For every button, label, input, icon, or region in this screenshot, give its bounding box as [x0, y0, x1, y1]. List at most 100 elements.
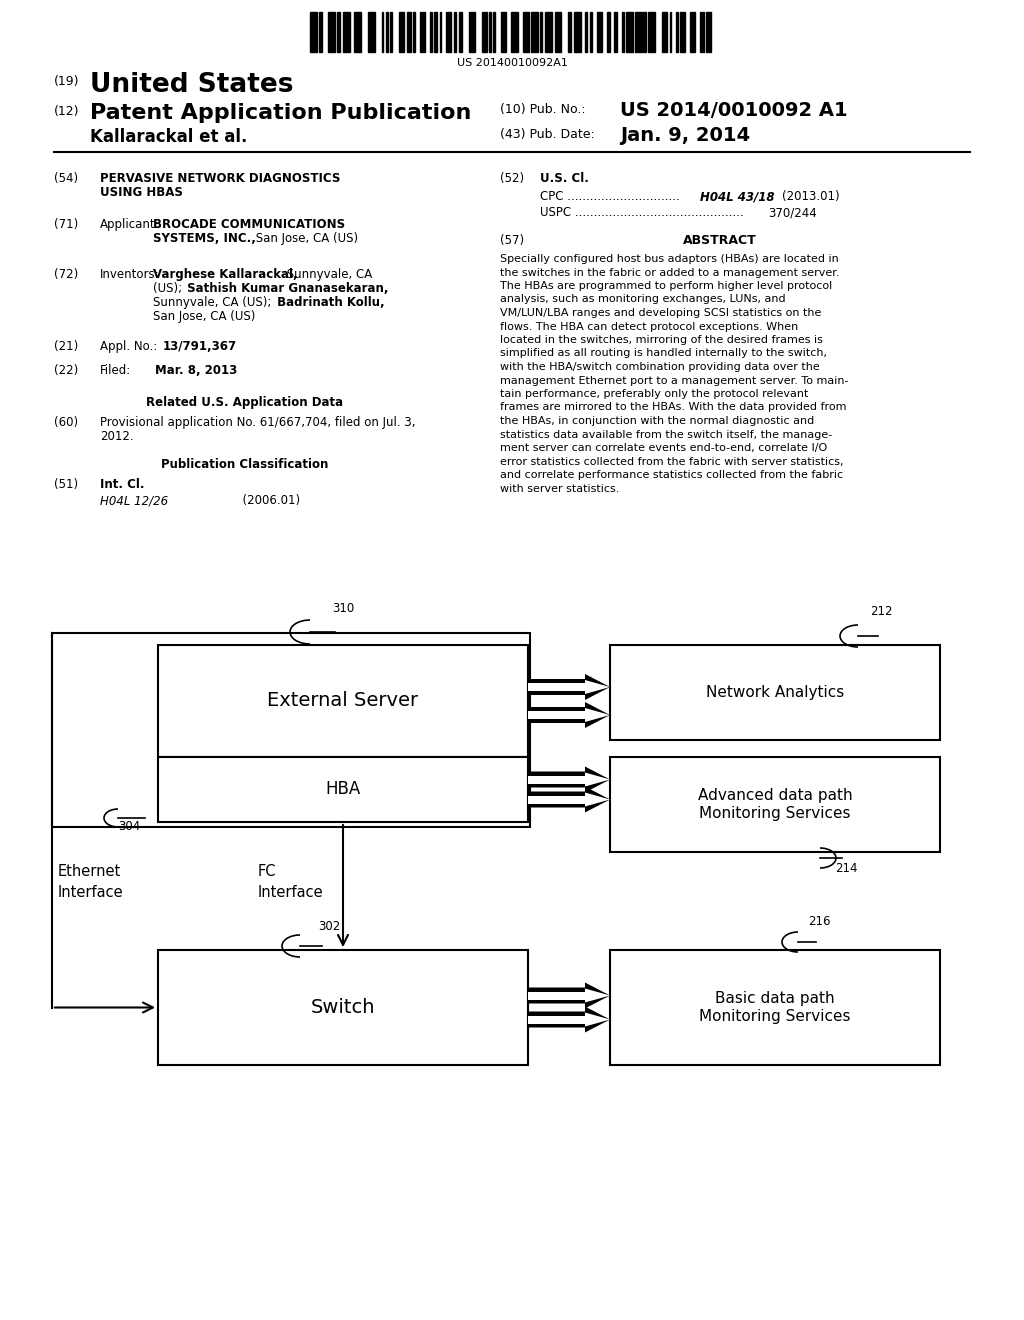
Text: ABSTRACT: ABSTRACT	[683, 234, 757, 247]
Bar	[407, 12, 412, 51]
Bar	[635, 12, 641, 51]
Text: US 2014/0010092 A1: US 2014/0010092 A1	[620, 102, 848, 120]
Bar	[623, 12, 624, 51]
Bar	[531, 12, 538, 51]
Text: (2006.01): (2006.01)	[205, 494, 300, 507]
FancyArrow shape	[585, 680, 610, 694]
Text: 2012.: 2012.	[100, 430, 133, 444]
Bar	[676, 12, 678, 51]
Text: H04L 43/18: H04L 43/18	[700, 190, 774, 203]
Text: PERVASIVE NETWORK DIAGNOSTICS: PERVASIVE NETWORK DIAGNOSTICS	[100, 172, 340, 185]
Bar	[626, 12, 633, 51]
Text: H04L 12/26: H04L 12/26	[100, 494, 168, 507]
Bar	[482, 12, 486, 51]
Bar	[568, 12, 571, 51]
Text: frames are mirrored to the HBAs. With the data provided from: frames are mirrored to the HBAs. With th…	[500, 403, 847, 412]
Text: Appl. No.:: Appl. No.:	[100, 341, 158, 352]
Text: Related U.S. Application Data: Related U.S. Application Data	[146, 396, 344, 409]
Text: (US);: (US);	[153, 282, 182, 294]
Bar	[382, 12, 383, 51]
Text: simplified as all routing is handled internally to the switch,: simplified as all routing is handled int…	[500, 348, 827, 359]
Bar	[699, 12, 705, 51]
Bar	[555, 12, 561, 51]
Text: Mar. 8, 2013: Mar. 8, 2013	[155, 364, 238, 378]
Text: (54): (54)	[54, 172, 78, 185]
Bar	[586, 12, 588, 51]
Bar	[158, 645, 528, 756]
Text: USING HBAS: USING HBAS	[100, 186, 183, 199]
Text: tain performance, preferably only the protocol relevant: tain performance, preferably only the pr…	[500, 389, 808, 399]
Bar	[399, 12, 403, 51]
Text: Publication Classification: Publication Classification	[162, 458, 329, 471]
FancyArrow shape	[528, 702, 610, 729]
Bar	[610, 950, 940, 1065]
Text: Switch: Switch	[310, 998, 375, 1016]
Bar	[545, 12, 552, 51]
Bar	[446, 12, 452, 51]
Text: Specially configured host bus adaptors (HBAs) are located in: Specially configured host bus adaptors (…	[500, 253, 839, 264]
Text: 13/791,367: 13/791,367	[163, 341, 238, 352]
Text: San Jose, CA (US): San Jose, CA (US)	[252, 232, 358, 246]
Text: USPC .............................................: USPC ...................................…	[540, 206, 743, 219]
Bar	[390, 12, 392, 51]
Text: U.S. Cl.: U.S. Cl.	[540, 172, 589, 185]
Text: (19): (19)	[54, 75, 80, 88]
Bar	[522, 12, 529, 51]
Bar	[606, 12, 609, 51]
Bar	[540, 12, 542, 51]
Text: the switches in the fabric or added to a management server.: the switches in the fabric or added to a…	[500, 268, 840, 277]
Bar	[469, 12, 475, 51]
Text: (22): (22)	[54, 364, 78, 378]
Bar	[680, 12, 685, 51]
Bar	[158, 950, 528, 1065]
Bar	[52, 634, 530, 828]
Bar	[610, 645, 940, 741]
Text: 212: 212	[870, 605, 893, 618]
Text: 370/244: 370/244	[768, 206, 817, 219]
Bar	[420, 12, 425, 51]
Bar	[430, 12, 432, 51]
Text: flows. The HBA can detect protocol exceptions. When: flows. The HBA can detect protocol excep…	[500, 322, 799, 331]
Text: (60): (60)	[54, 416, 78, 429]
Text: (43) Pub. Date:: (43) Pub. Date:	[500, 128, 595, 141]
Text: (2013.01): (2013.01)	[782, 190, 840, 203]
Text: HBA: HBA	[326, 780, 360, 799]
Bar	[343, 12, 349, 51]
Bar	[614, 12, 617, 51]
Bar	[648, 12, 655, 51]
Text: Jan. 9, 2014: Jan. 9, 2014	[620, 125, 751, 145]
Text: Network Analytics: Network Analytics	[706, 685, 844, 700]
Bar	[310, 12, 316, 51]
Text: Inventors:: Inventors:	[100, 268, 160, 281]
Text: Int. Cl.: Int. Cl.	[100, 478, 144, 491]
Bar	[414, 12, 416, 51]
Text: Provisional application No. 61/667,704, filed on Jul. 3,: Provisional application No. 61/667,704, …	[100, 416, 416, 429]
Bar	[488, 12, 490, 51]
Text: Filed:: Filed:	[100, 364, 131, 378]
Bar	[459, 12, 462, 51]
Bar	[707, 12, 711, 51]
Text: Sunnyvale, CA: Sunnyvale, CA	[283, 268, 373, 281]
Text: (12): (12)	[54, 106, 80, 117]
Bar	[573, 12, 581, 51]
Text: Badrinath Kollu,: Badrinath Kollu,	[273, 296, 385, 309]
Bar	[337, 12, 340, 51]
Text: located in the switches, mirroring of the desired frames is: located in the switches, mirroring of th…	[500, 335, 823, 345]
Bar	[434, 12, 436, 51]
FancyArrow shape	[585, 1012, 610, 1027]
Text: BROCADE COMMUNICATIONS: BROCADE COMMUNICATIONS	[153, 218, 345, 231]
FancyArrow shape	[528, 675, 610, 700]
FancyArrow shape	[528, 982, 610, 1008]
Text: error statistics collected from the fabric with server statistics,: error statistics collected from the fabr…	[500, 457, 844, 466]
FancyArrow shape	[585, 989, 610, 1002]
Text: ment server can correlate events end-to-end, correlate I/O: ment server can correlate events end-to-…	[500, 444, 827, 453]
Text: 310: 310	[332, 602, 354, 615]
Text: (10) Pub. No.:: (10) Pub. No.:	[500, 103, 586, 116]
Bar	[610, 756, 940, 851]
Text: CPC ..............................: CPC ..............................	[540, 190, 680, 203]
Text: Sunnyvale, CA (US);: Sunnyvale, CA (US);	[153, 296, 271, 309]
Bar	[329, 12, 335, 51]
Bar	[670, 12, 672, 51]
Bar	[158, 756, 528, 822]
Text: The HBAs are programmed to perform higher level protocol: The HBAs are programmed to perform highe…	[500, 281, 833, 290]
